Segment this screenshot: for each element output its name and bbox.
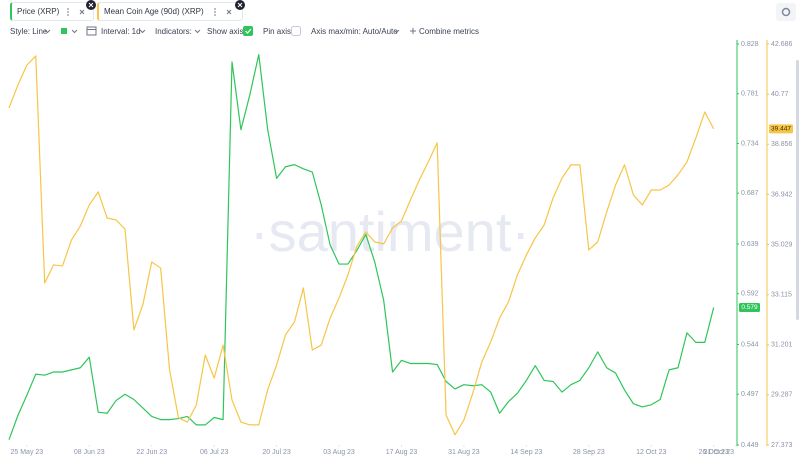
plus-icon[interactable] [410, 28, 416, 34]
series-line [8, 53, 715, 440]
x-tick-label: 12 Oct 23 [636, 449, 666, 456]
y-tick-label: 0.828 [741, 41, 759, 48]
y2-tick-label: 38.856 [771, 141, 793, 148]
x-tick-label: 03 Aug 23 [323, 449, 355, 456]
interval-select[interactable]: Interval: 1d [101, 27, 141, 36]
y2-tick-label: 29.287 [771, 392, 793, 399]
tab-close[interactable] [79, 9, 85, 15]
x-tick-label: 14 Sep 23 [510, 449, 542, 456]
calendar-icon[interactable] [86, 26, 97, 36]
metric-tab[interactable]: Mean Coin Age (90d) (XRP) [97, 2, 243, 21]
axis-minmax-select[interactable]: Axis max/min: Auto/Auto [311, 27, 398, 36]
last-value-badge [739, 302, 760, 312]
tab-icons [67, 0, 245, 16]
y-tick-label: 0.497 [741, 391, 759, 398]
show-axis-label[interactable]: Show axis [207, 27, 244, 36]
pin-axis-label[interactable]: Pin axis [263, 27, 292, 36]
x-tick-label: 31 Aug 23 [448, 449, 480, 456]
show-axis-checkbox[interactable] [243, 26, 253, 36]
chevron[interactable] [194, 29, 201, 34]
y2-tick-label: 40.77 [771, 91, 789, 98]
y-tick-label: 0.781 [741, 91, 759, 98]
last-value-label: 39.447 [771, 126, 791, 133]
metric-tab[interactable]: Price (XRP) [10, 2, 94, 21]
color-swatch[interactable] [61, 28, 67, 34]
y2-tick-label: 27.373 [771, 442, 793, 449]
watermark: ·santiment· [250, 200, 530, 263]
pin-axis-checkbox[interactable] [291, 26, 301, 36]
x-tick-label: 26 Oct 23 [699, 449, 729, 456]
y2-tick-label: 36.942 [771, 191, 793, 198]
y-tick-label: 0.639 [741, 241, 759, 248]
tab-close[interactable] [226, 9, 232, 15]
y-tick-label: 0.687 [741, 190, 759, 197]
y-tick-label: 0.734 [741, 140, 759, 147]
chevron[interactable] [393, 29, 400, 34]
chevron[interactable] [139, 29, 146, 34]
last-value-badge [769, 124, 793, 134]
y-tick-label: 0.449 [741, 442, 759, 449]
style-select[interactable]: Style: Line [10, 27, 48, 36]
x-tick-label: 31 Oct 23 [704, 449, 734, 456]
last-value-label: 0.579 [741, 304, 758, 311]
settings-button[interactable] [776, 3, 796, 21]
chevron[interactable] [71, 29, 78, 34]
menu-dots[interactable] [214, 8, 216, 16]
x-tick-label: 17 Aug 23 [386, 449, 418, 456]
remove-metric[interactable] [86, 0, 96, 10]
tab-label: Mean Coin Age (90d) (XRP) [104, 7, 204, 16]
y2-tick-label: 33.115 [771, 291, 792, 298]
series-line [8, 55, 715, 436]
scrollbar[interactable] [796, 60, 799, 320]
x-tick-label: 28 Sep 23 [573, 449, 605, 456]
menu-dots[interactable] [67, 8, 69, 16]
y2-tick-label: 31.201 [771, 342, 793, 349]
x-tick-label: 20 Jul 23 [262, 449, 291, 456]
x-tick-label: 25 May 23 [10, 449, 43, 456]
combine-metrics[interactable]: Combine metrics [419, 27, 480, 36]
x-tick-label: 22 Jun 23 [136, 449, 167, 456]
y2-tick-label: 42.686 [771, 41, 793, 48]
y2-tick-label: 35.029 [771, 241, 793, 248]
y-tick-label: 0.544 [741, 341, 759, 348]
tab-label: Price (XRP) [17, 7, 60, 16]
indicators-select[interactable]: Indicators: [155, 27, 192, 36]
x-tick-label: 08 Jun 23 [74, 449, 105, 456]
remove-metric[interactable] [235, 0, 245, 10]
y-tick-label: 0.592 [741, 291, 759, 298]
control-icons [44, 26, 416, 36]
x-tick-label: 06 Jul 23 [200, 449, 229, 456]
chevron[interactable] [44, 29, 51, 34]
